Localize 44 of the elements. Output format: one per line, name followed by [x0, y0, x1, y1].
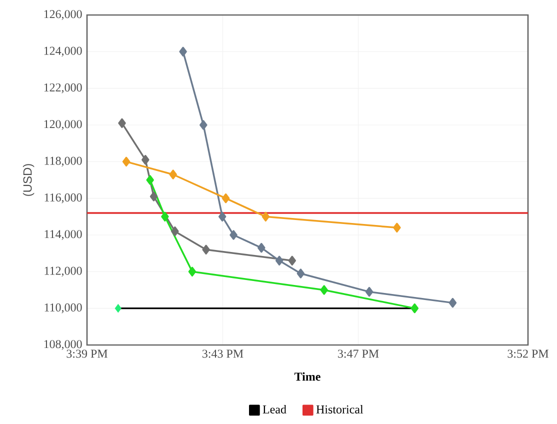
- point: [258, 242, 266, 253]
- y-tick-label: 112,000: [44, 266, 82, 277]
- x-tick-label: 3:39 PM: [66, 350, 108, 358]
- legend-label: Lead: [262, 405, 286, 414]
- y-tick-label: 118,000: [44, 156, 82, 167]
- point: [262, 212, 270, 222]
- point: [161, 212, 169, 222]
- point: [296, 268, 305, 278]
- point: [200, 120, 208, 130]
- y-tick-label: 110,000: [44, 303, 82, 314]
- point: [320, 285, 328, 295]
- point: [179, 46, 187, 57]
- point: [188, 266, 196, 277]
- point: [202, 244, 210, 255]
- point: [122, 156, 130, 167]
- point: [410, 303, 419, 314]
- x-tick-label: 3:47 PM: [338, 350, 379, 358]
- y-tick-label: 124,000: [44, 46, 82, 57]
- x-tick-label: 3:52 PM: [508, 350, 548, 358]
- point: [142, 154, 150, 165]
- y-tick-label: 120,000: [44, 120, 82, 130]
- y-axis-title: (USD): [22, 164, 34, 196]
- point: [448, 298, 457, 308]
- y-tick-label: 122,000: [44, 83, 82, 94]
- point: [230, 230, 238, 240]
- x-tick-label: 3:43 PM: [202, 350, 244, 358]
- point: [118, 118, 126, 128]
- point: [222, 193, 230, 204]
- point: [275, 256, 284, 266]
- point: [171, 226, 179, 236]
- point: [150, 192, 158, 202]
- point: [288, 256, 296, 266]
- point: [393, 222, 401, 233]
- y-tick-label: 116,000: [44, 193, 82, 204]
- point: [365, 286, 374, 297]
- point: [218, 212, 226, 222]
- x-axis-title: Time: [294, 372, 320, 381]
- point: [146, 175, 154, 185]
- point: [114, 304, 122, 313]
- y-tick-label: 114,000: [44, 230, 82, 240]
- y-tick-label: 126,000: [44, 10, 82, 20]
- point: [169, 170, 177, 180]
- y-tick-label: 108,000: [44, 340, 82, 350]
- legend-label: Historical: [316, 405, 364, 414]
